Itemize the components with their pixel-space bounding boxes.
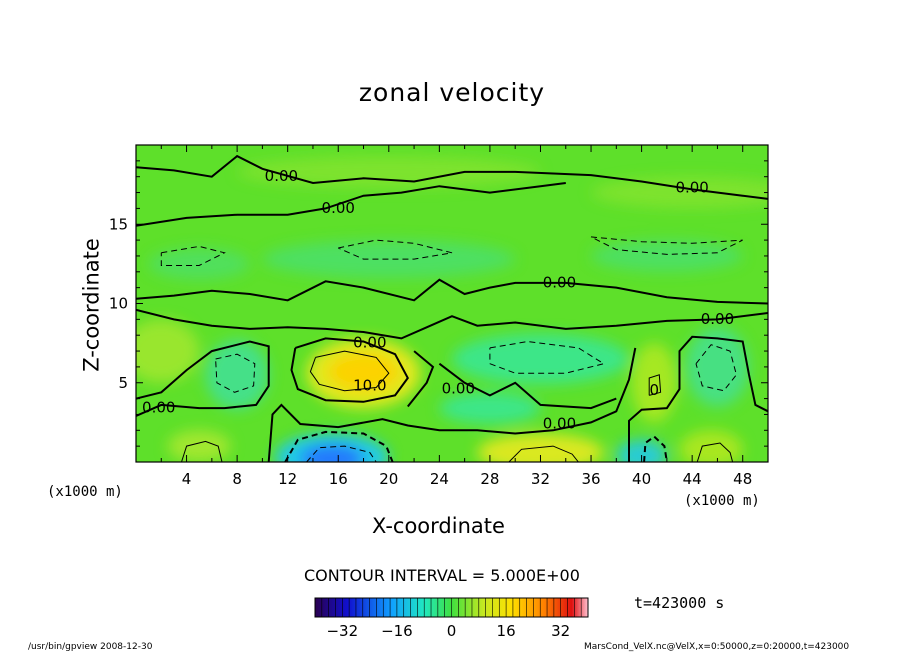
colorbar-tick-label-0: 0: [447, 622, 457, 640]
x-axis-label: X-coordinate: [372, 514, 505, 538]
x-tick-label-44: 44: [683, 470, 702, 488]
contour-jet-inner: [309, 350, 390, 392]
contour-zero-left: [136, 340, 270, 417]
field-color-blobs: [136, 156, 768, 462]
footer-program-date: /usr/bin/gpview 2008-12-30: [28, 642, 153, 652]
field-blob-8: [451, 333, 629, 385]
field-blob-17: [237, 156, 541, 188]
x-tick-label-36: 36: [581, 470, 600, 488]
colorbar-tick-label--32: −32: [326, 622, 358, 640]
contour-zero-right-a: [628, 335, 768, 462]
time-label: t=423000 s: [634, 594, 725, 612]
contour-zero-mid-upper: [136, 182, 566, 227]
contour-interval-label: CONTOUR INTERVAL = 5.000E+00: [304, 566, 580, 585]
contour-label-4: 0.00: [701, 310, 734, 328]
contour-pos-right-bottom: [696, 442, 734, 462]
contour-zero-max-side: [407, 350, 435, 408]
contour-label-7: 0.00: [442, 380, 475, 398]
x-tick-label-32: 32: [531, 470, 550, 488]
field-blob-6: [631, 343, 677, 423]
field-blob-7: [685, 327, 750, 407]
y-tick-label-10: 10: [109, 295, 128, 313]
contour-label-0: 0.00: [265, 167, 298, 185]
contour-pos-center-bottom: [508, 445, 579, 462]
x-tick-label-8: 8: [232, 470, 242, 488]
footer-data-source: MarsCond_VelX.nc@VelX,x=0:50000,z=0:2000…: [584, 642, 850, 652]
colorbar-tick-label--16: −16: [381, 622, 413, 640]
field-blob-13: [148, 248, 250, 280]
x-tick-label-20: 20: [379, 470, 398, 488]
field-blob-9: [439, 392, 541, 424]
contour-neg-right: [643, 435, 668, 462]
contour-label-5: 0.00: [353, 334, 386, 352]
contour-neg-upper-b: [590, 236, 743, 255]
x-tick-label-28: 28: [480, 470, 499, 488]
contour-zero-upper: [136, 154, 768, 200]
colorbar-tick-label-16: 16: [497, 622, 516, 640]
contour-zero-mid: [136, 278, 768, 305]
contour-zero-center-b: [438, 362, 617, 410]
contour-jet-max: [290, 337, 409, 403]
colorbar-tick-label-32: 32: [551, 622, 570, 640]
field-blob-5: [477, 433, 604, 462]
field-blob-11: [262, 240, 516, 279]
contour-neg-center: [489, 340, 605, 374]
field-blob-18: [591, 176, 768, 209]
x-unit-label-left: (x1000 m): [47, 484, 123, 500]
contour-neg-upper-c: [160, 245, 226, 266]
field-blob-12: [591, 240, 743, 272]
contour-zero-lower-mid: [136, 308, 768, 340]
contour-neg-jet-inner: [306, 445, 377, 462]
contour-neg-jet: [284, 430, 394, 462]
contour-label-1: 0.00: [322, 199, 355, 217]
x-unit-label-right: (x1000 m): [684, 493, 760, 509]
contour-neg-upper: [337, 239, 453, 260]
plot-area: 0.00 0.00 0.00 0.00 0.00 0.00 10.0 0.00 0.00 0.00…: [136, 145, 768, 462]
field-blob-3: [300, 444, 364, 462]
contour-label-8: 0.00: [142, 399, 175, 417]
contour-zero-center: [267, 347, 637, 462]
x-tick-label-4: 4: [182, 470, 192, 488]
x-tick-label-24: 24: [430, 470, 449, 488]
contour-label-2: 0.00: [675, 178, 708, 196]
contour-label-6: 10.0: [353, 376, 386, 394]
y-tick-label-15: 15: [109, 215, 128, 233]
contour-label-3: 0.00: [543, 273, 576, 291]
contour-label-9: 0.00: [543, 414, 576, 432]
contour-pos-right: [648, 374, 662, 396]
contour-label-10: 0: [649, 381, 659, 399]
field-blob-16: [679, 430, 743, 462]
x-tick-label-40: 40: [632, 470, 651, 488]
field-blob-14: [136, 319, 200, 383]
x-tick-label-48: 48: [733, 470, 752, 488]
contour-neg-right-b: [695, 344, 737, 392]
y-tick-label-5: 5: [118, 374, 128, 392]
x-tick-label-16: 16: [329, 470, 348, 488]
x-tick-label-12: 12: [278, 470, 297, 488]
chart-title: zonal velocity: [358, 78, 546, 107]
colorbar: −32 −16 0 16 32: [314, 597, 589, 640]
contour-pos-left-bottom: [181, 440, 223, 462]
contour-neg-left: [215, 353, 256, 393]
field-blob-15: [167, 430, 231, 462]
